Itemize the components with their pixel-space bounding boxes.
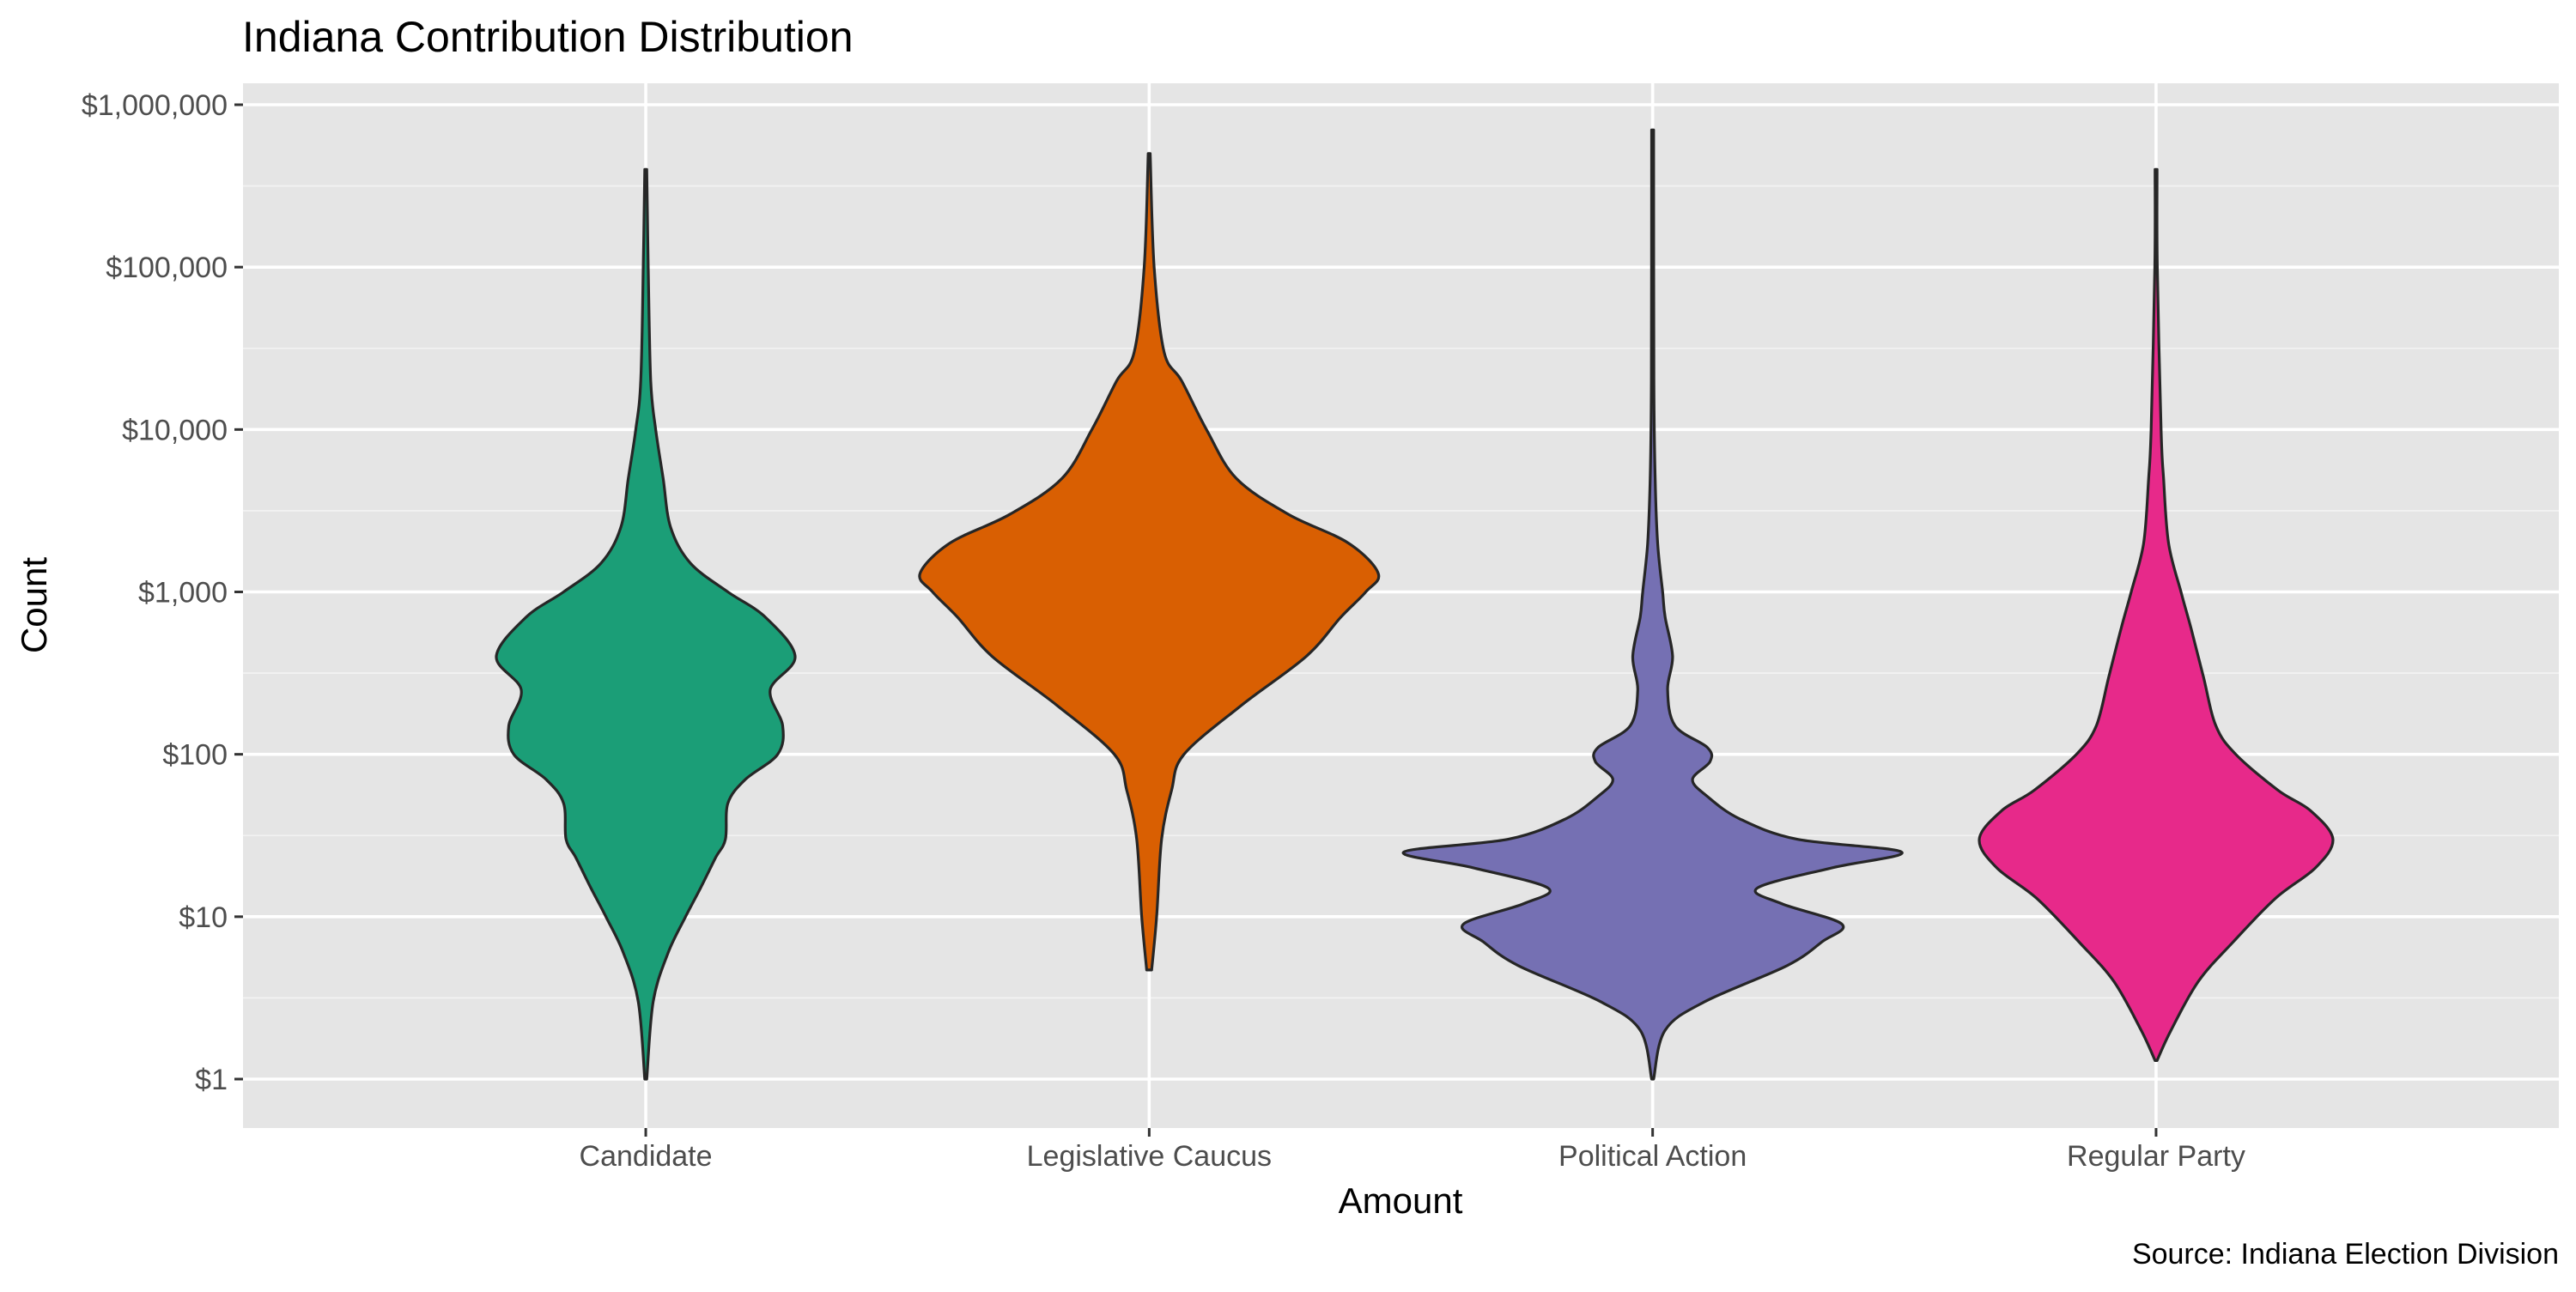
x-tick-label: Political Action (1558, 1140, 1747, 1173)
violin-political-action (1401, 128, 1904, 1081)
y-tick-label: $100 (162, 739, 228, 772)
x-axis-ticks: Candidate Legislative Caucus Political Act… (580, 1128, 2245, 1173)
y-tick-label: $1 (195, 1064, 228, 1096)
violins (495, 128, 2335, 1081)
chart-caption: Source: Indiana Election Division (2132, 1238, 2559, 1271)
violin-legislative-caucus (918, 152, 1381, 972)
y-tick-label: $1,000,000 (82, 89, 228, 122)
y-tick-label: $1,000 (138, 577, 228, 610)
y-tick-label: $100,000 (106, 252, 228, 284)
x-tick-label: Legislative Caucus (1027, 1140, 1272, 1173)
y-tick-label: $10,000 (122, 414, 228, 446)
chart-title: Indiana Contribution Distribution (242, 13, 854, 61)
x-tick-label: Regular Party (2067, 1140, 2245, 1173)
y-axis-title: Count (14, 557, 54, 653)
x-axis-title: Amount (1339, 1180, 1463, 1221)
x-tick-label: Candidate (580, 1140, 713, 1173)
y-tick-label: $10 (179, 901, 228, 934)
violin-regular-party (1978, 167, 2335, 1062)
y-axis-ticks: $1 $10 $100 $1,000 $10,000 $100,000 $1,000,000 (82, 89, 243, 1096)
violin-candidate (495, 167, 797, 1081)
